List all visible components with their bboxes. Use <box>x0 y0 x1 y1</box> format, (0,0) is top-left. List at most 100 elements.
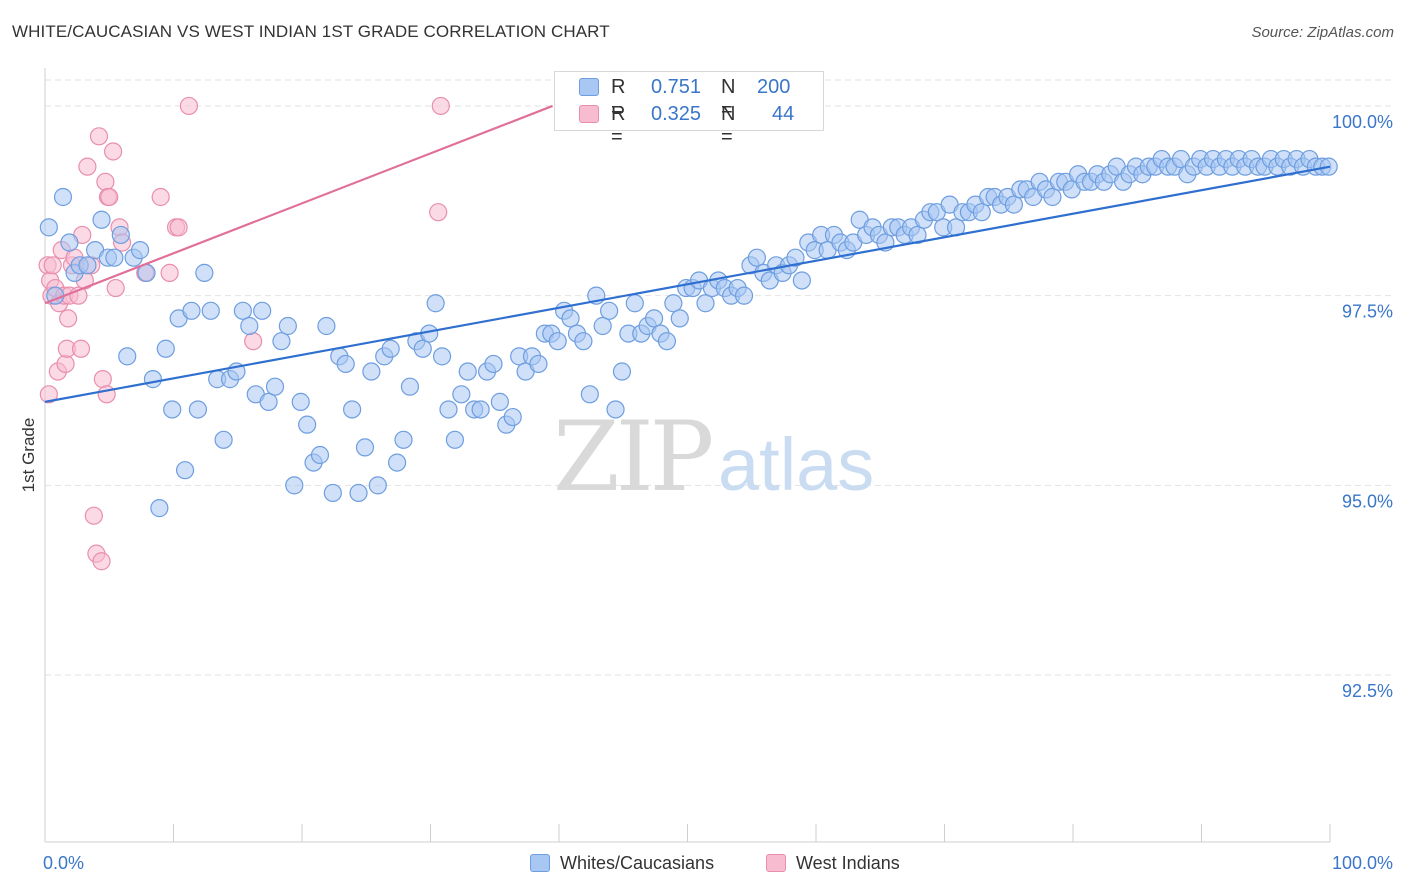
west-indians-point <box>160 263 179 282</box>
west-indians-point <box>71 339 91 358</box>
whites-point <box>972 203 991 222</box>
whites-point <box>105 248 124 267</box>
west-indians-point <box>93 370 112 389</box>
west-indians-point <box>179 96 199 116</box>
whites-legend-label: Whites/Caucasians <box>560 853 715 873</box>
whites-point <box>786 248 805 267</box>
whites-point <box>317 316 336 336</box>
whites-point <box>175 461 195 480</box>
whites-legend-swatch <box>530 854 550 872</box>
r-label: R = <box>611 76 626 121</box>
whites-point <box>60 233 79 252</box>
whites-point <box>394 430 413 449</box>
whites-point <box>612 362 632 381</box>
west-indians-point <box>89 127 109 146</box>
whites-point <box>298 415 317 434</box>
whites-point <box>285 476 304 495</box>
whites-point <box>291 392 310 411</box>
whites-point <box>195 263 214 282</box>
legend-item-west-indians[interactable]: West Indians <box>766 852 926 876</box>
west-indians-point <box>43 256 62 275</box>
west-indians-point <box>431 96 450 116</box>
whites-point <box>310 445 330 465</box>
west-indians-swatch <box>579 105 599 123</box>
whites-point <box>471 400 490 419</box>
west-indians-point <box>244 332 263 351</box>
whites-point <box>78 256 97 275</box>
whites-point <box>118 347 137 366</box>
whites-point <box>349 483 368 503</box>
y-tick-label: 97.5% <box>1342 302 1393 322</box>
whites-point <box>182 301 201 320</box>
whites-trendline <box>44 165 1331 403</box>
whites-point <box>432 347 452 366</box>
whites-point <box>381 339 400 358</box>
whites-point <box>734 286 754 305</box>
whites-point <box>747 248 766 267</box>
y-tick-label: 92.5% <box>1342 681 1393 701</box>
whites-point <box>253 301 272 320</box>
whites-point <box>413 339 432 358</box>
west-indians-point <box>169 218 188 237</box>
whites-point <box>1004 195 1023 214</box>
whites-point <box>503 407 522 427</box>
whites-point <box>92 210 111 229</box>
r-label: R = <box>611 103 626 148</box>
x-tick-label: 100.0% <box>1332 853 1393 873</box>
y-tick-label: 100.0% <box>1332 112 1393 132</box>
west-indians-point <box>84 506 103 525</box>
whites-point <box>150 499 169 518</box>
whites-point <box>265 377 285 396</box>
chart-title: WHITE/CAUCASIAN VS WEST INDIAN 1ST GRADE… <box>12 22 610 41</box>
whites-point <box>53 187 73 207</box>
whites-point <box>240 316 259 336</box>
west-indians-point <box>78 157 97 176</box>
n-label: N = <box>721 76 736 121</box>
watermark-atlas: atlas <box>718 423 874 506</box>
west-indians-point <box>100 187 119 207</box>
stats-legend: R = 0.751 N = 200 R = 0.325 N = 44 <box>554 71 824 148</box>
whites-point <box>580 385 599 404</box>
legend-item-whites[interactable]: Whites/Caucasians <box>530 852 740 876</box>
whites-point <box>336 354 355 374</box>
whites-point <box>908 225 927 245</box>
whites-point <box>111 225 130 245</box>
whites-point <box>323 483 342 503</box>
west-indians-point <box>59 309 78 328</box>
whites-point <box>644 309 664 328</box>
y-axis-label: 1st Grade <box>19 418 38 493</box>
west-indians-point <box>429 203 448 222</box>
whites-point <box>259 392 278 411</box>
west-indians-legend-label: West Indians <box>796 853 900 873</box>
whites-point <box>452 385 471 404</box>
whites-point <box>201 301 220 320</box>
whites-point <box>272 332 291 351</box>
whites-point <box>188 400 208 419</box>
watermark-zip: ZIP <box>553 401 712 513</box>
whites-point <box>426 294 445 313</box>
whites-point <box>445 430 465 449</box>
whites-point <box>368 476 387 495</box>
whites-swatch <box>579 78 599 96</box>
whites-point <box>343 400 362 419</box>
whites-point <box>664 294 683 313</box>
x-tick-label: 0.0% <box>43 853 84 873</box>
whites-point <box>362 362 381 381</box>
whites-point <box>696 294 715 313</box>
whites-point <box>39 218 58 237</box>
whites-point <box>561 309 580 328</box>
west-indians-point <box>56 354 75 374</box>
whites-point <box>355 438 375 457</box>
west-indians-point <box>106 278 125 298</box>
west-indians-legend-swatch <box>766 854 786 872</box>
whites-point <box>593 316 612 336</box>
west-indians-point <box>97 385 116 404</box>
whites-point <box>600 301 619 320</box>
whites-point <box>156 339 175 358</box>
whites-point <box>278 316 297 336</box>
whites-point <box>574 332 593 351</box>
west-indians-point <box>151 187 170 207</box>
n-value: 200 <box>757 76 791 98</box>
whites-point <box>387 453 407 472</box>
